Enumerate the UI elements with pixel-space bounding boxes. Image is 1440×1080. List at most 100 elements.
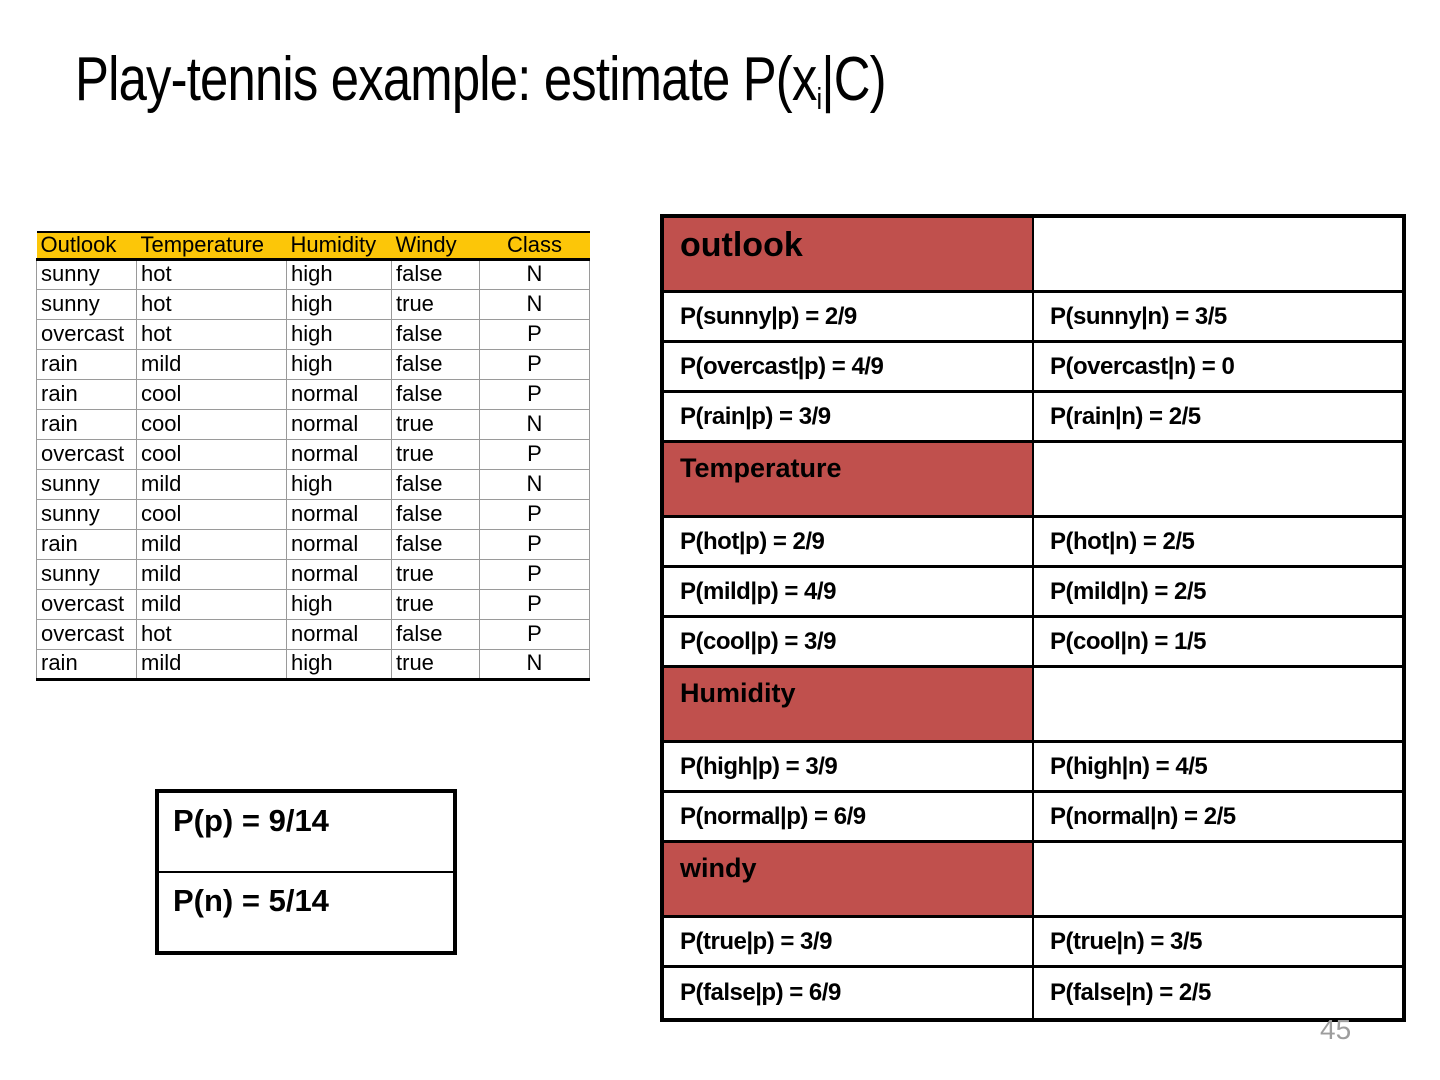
column-header-windy: Windy bbox=[391, 231, 480, 261]
likelihood-value-p: P(normal|p) = 6/9 bbox=[664, 793, 1034, 840]
table-cell: mild bbox=[136, 559, 287, 590]
dataset-header-row: Outlook Temperature Humidity Windy Class bbox=[36, 231, 590, 261]
section-header-row: Humidity bbox=[664, 668, 1402, 743]
dataset-table: Outlook Temperature Humidity Windy Class sun… bbox=[36, 231, 590, 681]
table-cell: hot bbox=[136, 289, 287, 320]
table-cell: normal bbox=[286, 409, 392, 440]
prior-probability-value: P(p) = 9/14 bbox=[159, 793, 453, 873]
table-cell: overcast bbox=[36, 589, 137, 620]
table-cell: P bbox=[479, 559, 590, 590]
table-cell: true bbox=[391, 559, 480, 590]
section-header-temperature: Temperature bbox=[664, 443, 1034, 515]
table-cell: false bbox=[391, 619, 480, 650]
likelihood-value-n: P(sunny|n) = 3/5 bbox=[1050, 302, 1227, 330]
table-cell: mild bbox=[136, 469, 287, 500]
table-cell: N bbox=[479, 649, 590, 681]
likelihood-value-p: P(cool|p) = 3/9 bbox=[664, 618, 1034, 665]
table-row: sunny hot high false N bbox=[36, 259, 590, 290]
table-cell: mild bbox=[136, 529, 287, 560]
likelihood-row: P(mild|p) = 4/9 P(mild|n) = 2/5 bbox=[664, 568, 1402, 618]
table-cell: high bbox=[286, 319, 392, 350]
likelihood-row: P(sunny|p) = 2/9 P(sunny|n) = 3/5 bbox=[664, 293, 1402, 343]
section-header-empty-cell bbox=[1034, 668, 1402, 740]
prior-probability-box: P(p) = 9/14 P(n) = 5/14 bbox=[155, 789, 457, 955]
table-cell: P bbox=[479, 319, 590, 350]
table-cell: normal bbox=[286, 379, 392, 410]
column-header-class: Class bbox=[479, 231, 590, 261]
table-cell: hot bbox=[136, 259, 287, 290]
table-cell: overcast bbox=[36, 439, 137, 470]
section-header-empty-cell bbox=[1034, 443, 1402, 515]
table-cell: false bbox=[391, 469, 480, 500]
table-cell: hot bbox=[136, 619, 287, 650]
table-cell: false bbox=[391, 379, 480, 410]
table-cell: false bbox=[391, 349, 480, 380]
table-row: rain mild normal false P bbox=[36, 529, 590, 560]
column-header-outlook: Outlook bbox=[36, 231, 137, 261]
table-cell: sunny bbox=[36, 559, 137, 590]
table-cell: true bbox=[391, 289, 480, 320]
table-cell: P bbox=[479, 349, 590, 380]
likelihood-value-n: P(high|n) = 4/5 bbox=[1050, 752, 1208, 780]
table-cell: rain bbox=[36, 349, 137, 380]
table-cell: P bbox=[479, 439, 590, 470]
likelihood-value-n: P(hot|n) = 2/5 bbox=[1050, 527, 1195, 555]
table-row: rain cool normal true N bbox=[36, 409, 590, 440]
table-cell: true bbox=[391, 409, 480, 440]
table-cell: mild bbox=[136, 649, 287, 681]
table-cell: overcast bbox=[36, 619, 137, 650]
likelihood-row: P(high|p) = 3/9 P(high|n) = 4/5 bbox=[664, 743, 1402, 793]
likelihood-value-p: P(mild|p) = 4/9 bbox=[664, 568, 1034, 615]
table-cell: sunny bbox=[36, 469, 137, 500]
table-cell: true bbox=[391, 439, 480, 470]
table-row: overcast hot high false P bbox=[36, 319, 590, 350]
section-header-windy: windy bbox=[664, 843, 1034, 915]
table-cell: high bbox=[286, 469, 392, 500]
table-cell: rain bbox=[36, 409, 137, 440]
table-row: sunny mild normal true P bbox=[36, 559, 590, 590]
table-cell: normal bbox=[286, 559, 392, 590]
table-cell: overcast bbox=[36, 319, 137, 350]
table-cell: P bbox=[479, 499, 590, 530]
page-number: 45 bbox=[1320, 1014, 1352, 1045]
table-cell: P bbox=[479, 379, 590, 410]
table-cell: cool bbox=[136, 409, 287, 440]
table-cell: normal bbox=[286, 529, 392, 560]
section-header-outlook: outlook bbox=[664, 218, 1034, 290]
likelihood-value-p: P(overcast|p) = 4/9 bbox=[664, 343, 1034, 390]
title-text: Play-tennis example: estimate P(x bbox=[75, 45, 817, 114]
table-row: sunny cool normal false P bbox=[36, 499, 590, 530]
page-title: Play-tennis example: estimate P(xi|C) bbox=[75, 44, 887, 116]
table-row: overcast mild high true P bbox=[36, 589, 590, 620]
table-row: sunny mild high false N bbox=[36, 469, 590, 500]
table-row: rain mild high false P bbox=[36, 349, 590, 380]
table-row: rain mild high true N bbox=[36, 649, 590, 681]
likelihood-row: P(normal|p) = 6/9 P(normal|n) = 2/5 bbox=[664, 793, 1402, 843]
table-cell: sunny bbox=[36, 259, 137, 290]
table-row: overcast cool normal true P bbox=[36, 439, 590, 470]
likelihood-value-n: P(normal|n) = 2/5 bbox=[1050, 802, 1236, 830]
section-header-empty-cell bbox=[1034, 843, 1402, 915]
table-cell: normal bbox=[286, 499, 392, 530]
section-header-row: outlook bbox=[664, 218, 1402, 293]
likelihood-value-n: P(true|n) = 3/5 bbox=[1050, 927, 1202, 955]
table-cell: sunny bbox=[36, 499, 137, 530]
prior-probability-value: P(n) = 5/14 bbox=[173, 883, 329, 918]
table-cell: rain bbox=[36, 529, 137, 560]
section-header-humidity: Humidity bbox=[664, 668, 1034, 740]
likelihood-row: P(hot|p) = 2/9 P(hot|n) = 2/5 bbox=[664, 518, 1402, 568]
section-header-empty-cell bbox=[1034, 218, 1402, 290]
likelihood-value-n: P(mild|n) = 2/5 bbox=[1050, 577, 1206, 605]
column-header-humidity: Humidity bbox=[286, 231, 392, 261]
column-header-temperature: Temperature bbox=[136, 231, 287, 261]
table-cell: high bbox=[286, 289, 392, 320]
likelihood-value-p: P(false|p) = 6/9 bbox=[664, 968, 1034, 1018]
likelihood-value-p: P(sunny|p) = 2/9 bbox=[664, 293, 1034, 340]
likelihood-row: P(true|p) = 3/9 P(true|n) = 3/5 bbox=[664, 918, 1402, 968]
table-cell: high bbox=[286, 349, 392, 380]
table-cell: false bbox=[391, 319, 480, 350]
table-cell: cool bbox=[136, 379, 287, 410]
table-row: rain cool normal false P bbox=[36, 379, 590, 410]
section-header-row: Temperature bbox=[664, 443, 1402, 518]
